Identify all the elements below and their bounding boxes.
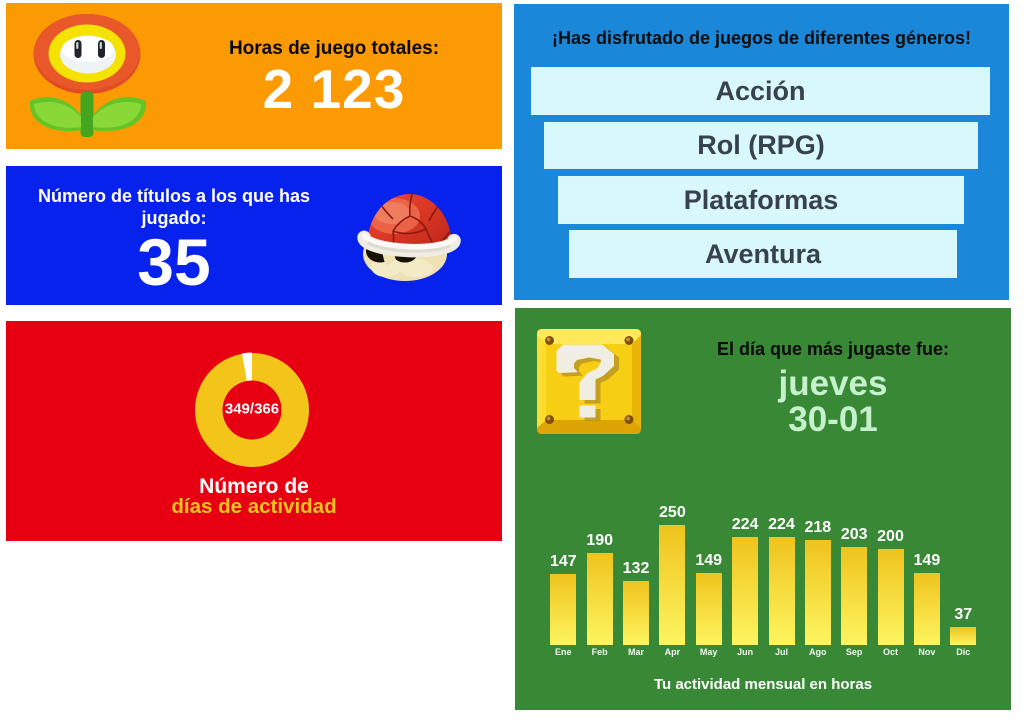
svg-text:349/366: 349/366: [225, 401, 279, 418]
